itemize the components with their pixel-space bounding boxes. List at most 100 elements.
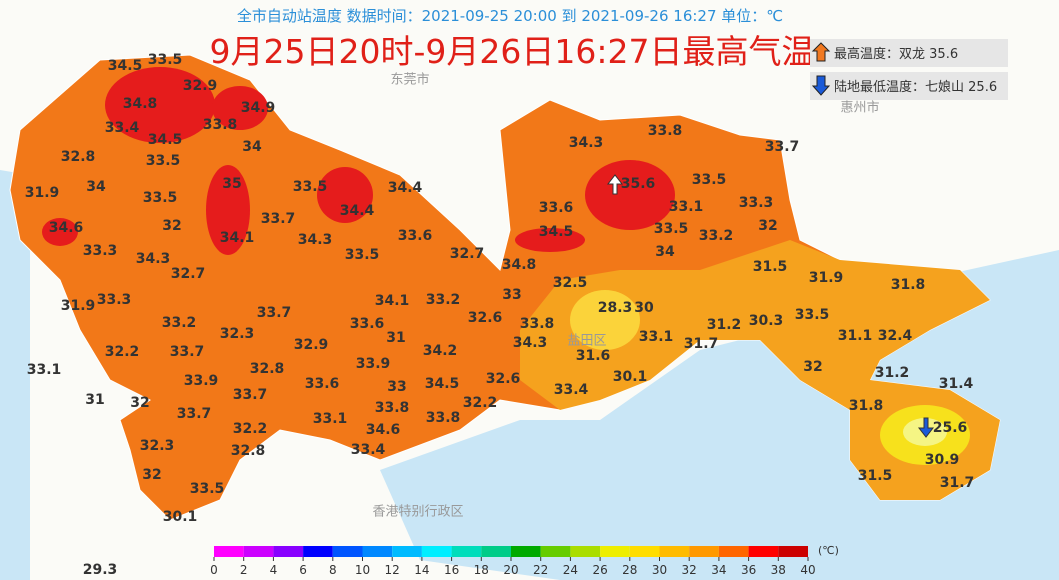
scale-tick-label: 34 — [711, 563, 726, 577]
scale-swatch — [332, 546, 363, 557]
scale-swatch — [570, 546, 601, 557]
scale-tick-label: 38 — [771, 563, 786, 577]
scale-swatch — [600, 546, 630, 557]
station-value: 33.7 — [233, 387, 268, 403]
scale-swatch — [451, 546, 482, 557]
scale-swatch — [629, 546, 660, 557]
place-label: 惠州市 — [840, 100, 879, 116]
legend-box — [810, 39, 1008, 67]
scale-swatch — [273, 546, 304, 557]
station-value: 33.5 — [654, 221, 689, 237]
scale-tick-label: 10 — [355, 563, 370, 577]
scale-swatch — [540, 546, 571, 557]
scale-tick-label: 40 — [800, 563, 815, 577]
scale-tick-label: 2 — [240, 563, 248, 577]
scale-swatch — [303, 546, 333, 557]
scale-tick-label: 20 — [503, 563, 518, 577]
place-label: 香港特别行政区 — [372, 505, 463, 520]
hot-zone — [515, 228, 585, 252]
station-value: 34.3 — [569, 135, 604, 151]
stations: 34.5 33.5 34.8 32.9 34.9 33.4 34.5 33.8 32.8 33.5… — [25, 52, 975, 578]
station-value: 31.8 — [849, 398, 884, 414]
station-value: 31.9 — [809, 270, 844, 286]
title: 9月25日20时-9月26日16:27日最高气温 — [210, 32, 815, 71]
place-label: 盐田区 — [567, 334, 606, 349]
scale-tick-label: 26 — [592, 563, 607, 577]
station-value: 34.1 — [375, 293, 410, 309]
scale-swatch — [511, 546, 541, 557]
station-value: 31.7 — [940, 475, 975, 491]
legend-text: 陆地最低温度：七娘山 25.6 — [834, 79, 997, 95]
station-value: 33 — [502, 287, 521, 303]
station-value: 33.5 — [293, 179, 328, 195]
station-value: 34.4 — [340, 203, 375, 219]
station-value: 33.6 — [539, 200, 574, 216]
station-value: 33.9 — [184, 373, 219, 389]
sea — [0, 170, 30, 580]
station-value: 33.7 — [261, 211, 296, 227]
scale-swatch — [392, 546, 422, 557]
scale-tick-label: 22 — [533, 563, 548, 577]
station-value: 32.9 — [294, 337, 329, 353]
station-value: 32 — [803, 359, 822, 375]
station-value: 33.4 — [105, 120, 140, 136]
station-value: 35 — [222, 176, 241, 192]
scale-swatch — [718, 546, 749, 557]
station-value: 34.5 — [108, 58, 143, 74]
station-value: 33.7 — [177, 406, 212, 422]
max-arrow — [606, 174, 624, 195]
station-value: 34.8 — [502, 257, 537, 273]
station-value: 33.5 — [146, 153, 181, 169]
station-value: 33.8 — [426, 410, 461, 426]
station-value: 33.5 — [148, 52, 183, 68]
station-value: 32.4 — [878, 328, 913, 344]
station-value: 34.2 — [423, 343, 458, 359]
legend-text: 最高温度：双龙 35.6 — [834, 46, 958, 62]
scale-swatch — [748, 546, 779, 557]
station-value: 33.7 — [765, 139, 800, 155]
station-value: 33.6 — [398, 228, 433, 244]
extremes-legend: 最高温度：双龙 35.6 陆地最低温度：七娘山 25.6 — [810, 39, 1008, 100]
station-value: 32.9 — [183, 78, 218, 94]
station-value: 32.2 — [233, 421, 268, 437]
station-value: 32 — [758, 218, 777, 234]
station-value: 30.9 — [925, 452, 960, 468]
station-value: 32 — [130, 395, 149, 411]
station-value: 30 — [634, 300, 654, 316]
station-value: 29.3 — [83, 562, 118, 578]
station-value: 31.8 — [891, 277, 926, 293]
station-value: 31 — [386, 330, 405, 346]
scale-swatch — [243, 546, 274, 557]
station-value: 33 — [387, 379, 406, 395]
station-value: 33.4 — [554, 382, 589, 398]
station-value: 32.8 — [61, 149, 96, 165]
station-value: 32 — [162, 218, 181, 234]
station-value: 33.5 — [190, 481, 225, 497]
hot-zone — [212, 86, 268, 130]
station-value: 33.1 — [313, 411, 348, 427]
scale-swatch — [421, 546, 452, 557]
legend-value: 25.6 — [968, 80, 997, 95]
station-value: 31.2 — [707, 317, 742, 333]
scale-swatch — [362, 546, 393, 557]
subtitle: 全市自动站温度 数据时间：2021-09-25 20:00 到 2021-09-… — [237, 7, 783, 25]
station-value: 32.2 — [105, 344, 140, 360]
station-value: 33.1 — [639, 329, 674, 345]
station-value: 32.8 — [231, 443, 266, 459]
scale-swatch — [689, 546, 719, 557]
scale-tick-label: 28 — [622, 563, 637, 577]
hot-zone — [585, 160, 675, 230]
station-value: 34.3 — [513, 335, 548, 351]
scale-swatch — [214, 546, 244, 557]
station-value: 33.3 — [83, 243, 118, 259]
station-value: 31.2 — [875, 365, 910, 381]
station-value: 33.7 — [170, 344, 205, 360]
station-value: 28.3 — [598, 300, 633, 316]
station-value: 33.5 — [143, 190, 178, 206]
hot-zone — [105, 67, 215, 143]
scale-tick-label: 8 — [329, 563, 337, 577]
station-value: 32.7 — [171, 266, 206, 282]
station-value: 33.2 — [699, 228, 734, 244]
hot-zone — [206, 165, 250, 255]
station-value: 32.2 — [463, 395, 498, 411]
